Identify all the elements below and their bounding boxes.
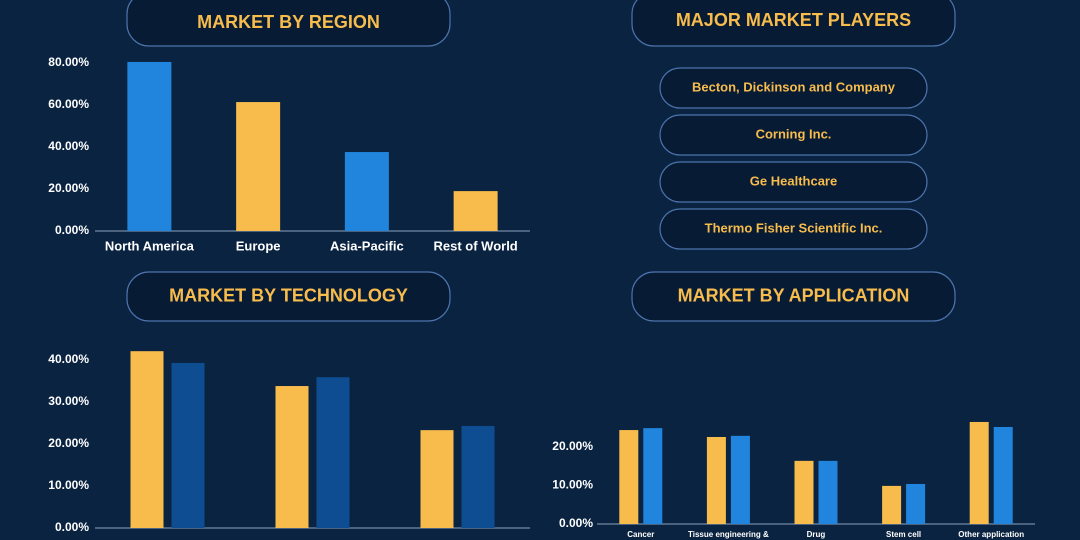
y-tick-label: 10.00%: [48, 478, 89, 492]
x-tick-label: North America: [105, 238, 195, 253]
x-tick-label: Other application: [958, 530, 1024, 539]
bar: [730, 435, 750, 524]
title-pill: [126, 271, 451, 322]
title-pill: [631, 0, 956, 47]
bar: [130, 351, 164, 528]
bar: [171, 362, 205, 528]
y-tick-label: 0.00%: [55, 223, 89, 237]
chart-title: MARKET BY REGION: [197, 12, 380, 32]
y-tick-label: 20.00%: [552, 439, 593, 453]
bar: [453, 191, 498, 231]
y-tick-label: 10.00%: [552, 478, 593, 492]
bar: [461, 425, 495, 528]
bar: [969, 421, 989, 524]
y-tick-label: 20.00%: [48, 181, 89, 195]
bar: [794, 460, 814, 524]
chart-title: MARKET BY APPLICATION: [678, 285, 910, 305]
y-tick-label: 60.00%: [48, 97, 89, 111]
bar: [643, 428, 663, 524]
title-pill: [126, 0, 451, 47]
y-tick-label: 20.00%: [48, 436, 89, 450]
x-tick-label: Europe: [236, 238, 281, 253]
x-tick-label: Tissue engineering &: [688, 530, 769, 539]
player-pill: [659, 161, 928, 203]
bar: [993, 426, 1013, 524]
player-pill: [659, 114, 928, 156]
bar: [316, 377, 350, 528]
player: Corning Inc.: [756, 126, 832, 141]
chart-title: MARKET BY TECHNOLOGY: [169, 285, 408, 305]
players-panel: MAJOR MARKET PLAYERS Becton, Dickinson a…: [631, 0, 956, 250]
x-tick-label: Rest of World: [433, 238, 517, 253]
bar: [706, 436, 726, 524]
bar: [619, 430, 639, 524]
bar: [127, 61, 172, 232]
players-title: MAJOR MARKET PLAYERS: [676, 10, 911, 30]
y-tick-label: 0.00%: [559, 516, 593, 530]
x-tick-label: Asia-Pacific: [330, 238, 404, 253]
player-pill: [659, 67, 928, 109]
bar: [420, 430, 454, 528]
player: Thermo Fisher Scientific Inc.: [705, 220, 883, 235]
bar: [236, 102, 281, 231]
bar: [818, 460, 838, 524]
player: Becton, Dickinson and Company: [692, 79, 896, 94]
y-tick-label: 40.00%: [48, 352, 89, 366]
bar: [344, 152, 389, 231]
x-tick-label: Cancer: [627, 530, 654, 539]
title-pill: [631, 271, 956, 322]
bar: [906, 483, 926, 524]
y-tick-label: 40.00%: [48, 139, 89, 153]
y-tick-label: 80.00%: [48, 55, 89, 69]
x-tick-label: Stem cell: [886, 530, 921, 539]
y-tick-label: 30.00%: [48, 394, 89, 408]
player: Ge Healthcare: [750, 173, 837, 188]
x-tick-label: Drug: [807, 530, 826, 539]
bar: [275, 386, 309, 528]
player-pill: [659, 208, 928, 250]
bar: [882, 485, 902, 524]
y-tick-label: 0.00%: [55, 520, 89, 534]
